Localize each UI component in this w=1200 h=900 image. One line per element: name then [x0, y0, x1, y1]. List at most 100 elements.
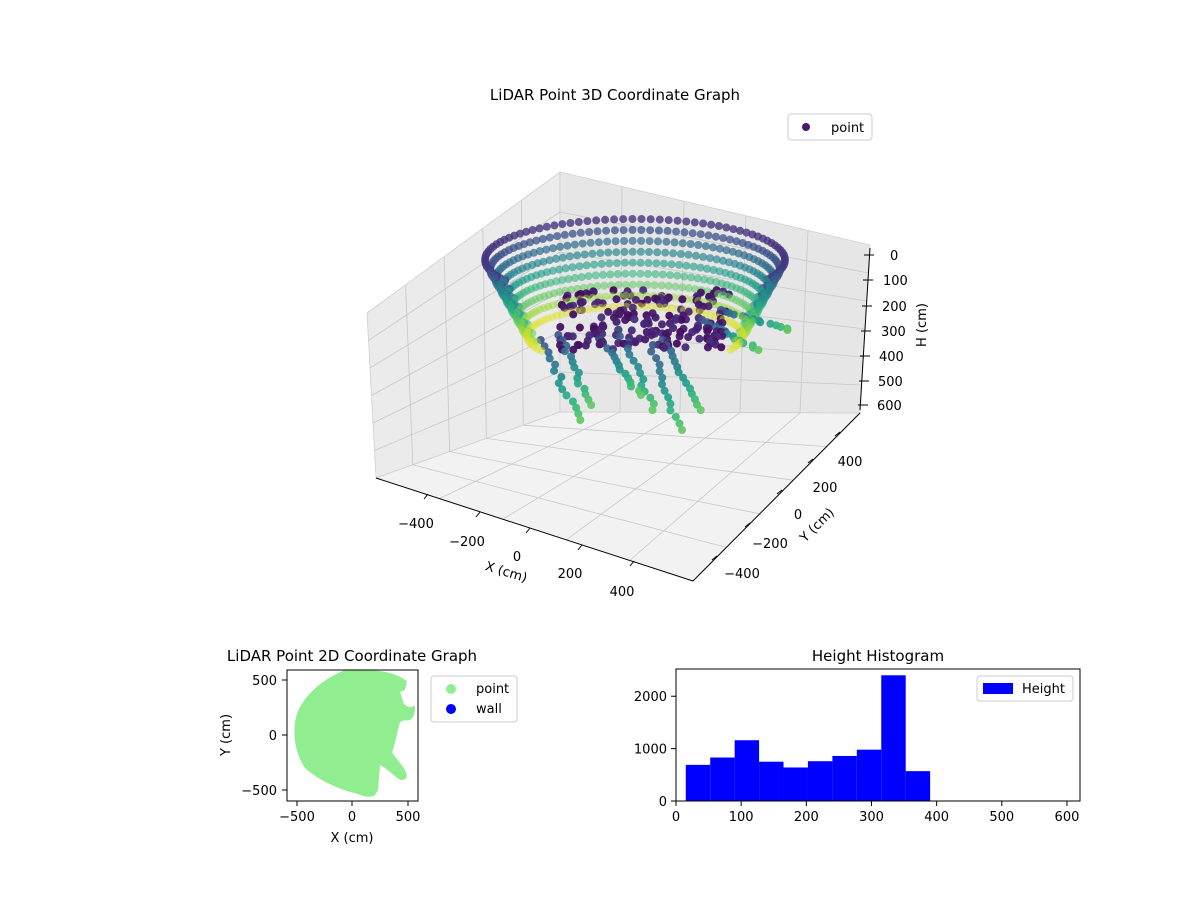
point-3d: [587, 401, 596, 409]
x-tick-label-hist: 600: [1055, 810, 1080, 825]
point-3d: [540, 342, 549, 351]
point-3d: [631, 296, 640, 304]
point-3d: [729, 225, 738, 234]
point-3d: [636, 247, 645, 256]
point-3d: [648, 341, 657, 349]
point-3d: [527, 340, 536, 349]
point-3d: [711, 232, 720, 241]
point-3d: [672, 227, 681, 236]
point-3d: [637, 236, 646, 245]
point-3d: [690, 218, 699, 227]
point-3d: [738, 328, 747, 337]
point-3d: [699, 252, 708, 261]
point-3d: [570, 240, 579, 249]
point-3d: [696, 230, 705, 239]
point-3d: [570, 363, 579, 372]
histogram-bar: [905, 771, 931, 801]
chart-2d: LiDAR Point 2D Coordinate Graph −500 0 5…: [219, 647, 518, 846]
point-3d: [626, 291, 635, 300]
gridline-3d: [372, 331, 561, 424]
point-3d: [646, 226, 655, 235]
point-3d: [567, 285, 576, 294]
point-3d: [666, 399, 675, 408]
x-tick-label-hist: 300: [859, 810, 884, 825]
y-axis-label-3d: Y (cm): [797, 505, 838, 546]
point-3d: [584, 272, 593, 281]
point-3d: [538, 235, 547, 243]
plot-area-2d: [294, 670, 415, 797]
point-3d: [578, 239, 587, 248]
point-3d: [675, 419, 684, 428]
histogram-bars: [685, 675, 931, 801]
point-3d: [574, 291, 583, 300]
point-3d: [674, 368, 683, 377]
point-3d: [776, 322, 785, 331]
point-3d: [575, 323, 584, 332]
z-axis-line: [859, 247, 871, 411]
point-3d: [640, 320, 649, 328]
y-axis-line: [692, 412, 861, 582]
point-3d: [646, 215, 655, 224]
point-3d: [592, 216, 601, 225]
point-3d: [619, 215, 628, 224]
point-3d: [549, 244, 557, 253]
point-3d: [682, 261, 691, 270]
point-3d: [576, 306, 585, 314]
point-3d: [731, 321, 740, 330]
point-3d: [537, 346, 546, 355]
point-3d: [555, 265, 564, 274]
point-3d: [601, 292, 610, 301]
point-3d: [523, 331, 531, 340]
point-3d: [628, 225, 637, 234]
point-3d: [664, 393, 673, 402]
point-3d: [568, 332, 577, 341]
point-3d: [621, 280, 630, 289]
legend-label-wall-2d: wall: [476, 702, 502, 717]
point-3d: [707, 220, 716, 229]
point-3d: [693, 274, 702, 283]
chart-histogram: Height Histogram 0 100 200 300 400 500 600 0 10…: [634, 647, 1081, 825]
point-3d: [709, 266, 718, 274]
point-3d: [665, 311, 674, 320]
legend-label-point-2d: point: [476, 682, 509, 697]
point-3d: [676, 250, 685, 258]
point-3d: [533, 319, 542, 328]
point-3d: [536, 305, 544, 314]
y-tick-label-2d: 0: [269, 729, 277, 744]
point-3d: [552, 311, 561, 320]
point-3d: [630, 315, 639, 324]
point-3d: [612, 248, 621, 257]
point-3d: [562, 391, 571, 400]
legend-hist: Height: [976, 675, 1074, 702]
point-3d: [576, 298, 585, 307]
point-3d: [554, 379, 563, 388]
point-3d: [569, 310, 578, 319]
point-3d: [655, 360, 664, 369]
point-3d: [673, 271, 682, 280]
x-axis-label-2d: X (cm): [331, 831, 374, 846]
point-3d: [528, 226, 537, 234]
point-3d: [699, 219, 708, 228]
point-3d: [588, 249, 597, 258]
point-3d: [542, 222, 551, 231]
point-3d: [535, 247, 544, 256]
z-tick-label: 400: [879, 350, 904, 365]
x-tick-label-2d: −500: [279, 810, 315, 825]
x-tick-label-hist: 500: [989, 810, 1014, 825]
point-3d: [660, 259, 668, 268]
point-3d: [520, 329, 529, 338]
point-3d: [783, 326, 792, 334]
point-3d: [628, 247, 637, 256]
point-3d: [585, 290, 593, 299]
point-3d: [678, 283, 687, 292]
point-3d: [590, 304, 599, 313]
histogram-bar: [783, 767, 808, 801]
point-3d: [628, 236, 637, 245]
point-3d: [653, 248, 662, 257]
point-3d: [722, 246, 731, 255]
point-3d: [586, 238, 595, 247]
point-3d: [583, 217, 592, 226]
gridline-3d: [439, 411, 621, 499]
point-3d: [532, 236, 541, 245]
z-tick-label: 300: [881, 325, 906, 340]
